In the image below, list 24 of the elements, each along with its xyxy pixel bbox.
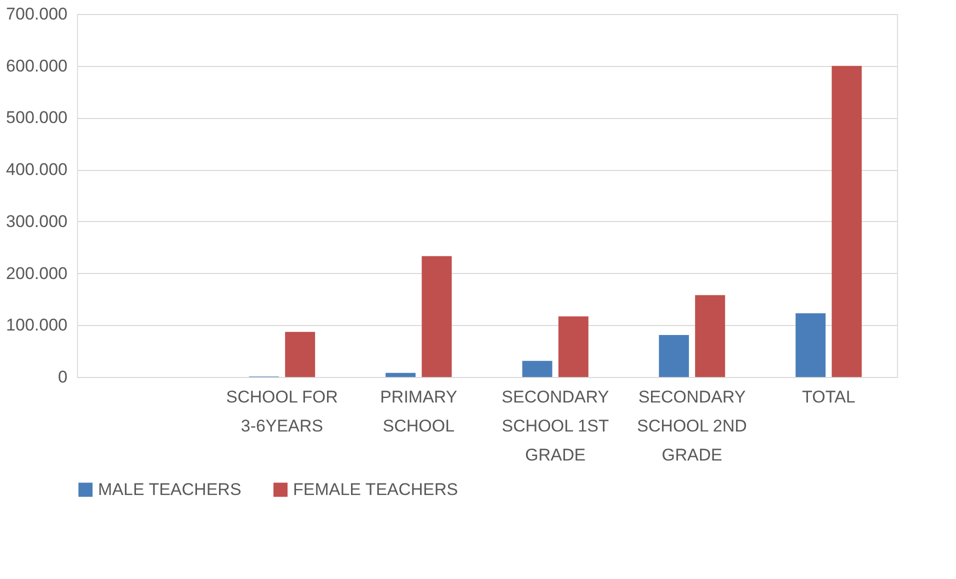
legend-label: MALE TEACHERS xyxy=(98,480,242,499)
bar xyxy=(796,313,826,377)
y-tick-label: 0 xyxy=(58,368,68,386)
y-tick-label: 200.000 xyxy=(6,264,68,283)
x-tick-label: SECONDARY SCHOOL 1ST GRADE xyxy=(502,388,610,464)
x-tick-label: PRIMARY SCHOOL xyxy=(380,388,458,436)
y-tick-label: 400.000 xyxy=(6,160,68,180)
y-tick-label: 600.000 xyxy=(6,56,68,76)
bar xyxy=(285,332,316,377)
x-tick-label: SECONDARY SCHOOL 2ND GRADE xyxy=(637,388,747,464)
y-tick-label: 500.000 xyxy=(6,108,68,128)
bar xyxy=(658,334,689,377)
y-tick-label: 700.000 xyxy=(6,4,68,24)
y-tick-label: 300.000 xyxy=(6,212,68,231)
bar xyxy=(695,295,726,377)
bar xyxy=(386,372,416,377)
x-tick-label: SCHOOL FOR 3-6YEARS xyxy=(226,388,338,436)
bar xyxy=(422,256,452,377)
x-tick-label: TOTAL xyxy=(802,388,856,406)
legend-label: FEMALE TEACHERS xyxy=(293,480,458,499)
bar xyxy=(522,360,552,377)
bar xyxy=(558,316,588,377)
y-tick-label: 100.000 xyxy=(6,316,68,335)
bar xyxy=(832,66,862,377)
